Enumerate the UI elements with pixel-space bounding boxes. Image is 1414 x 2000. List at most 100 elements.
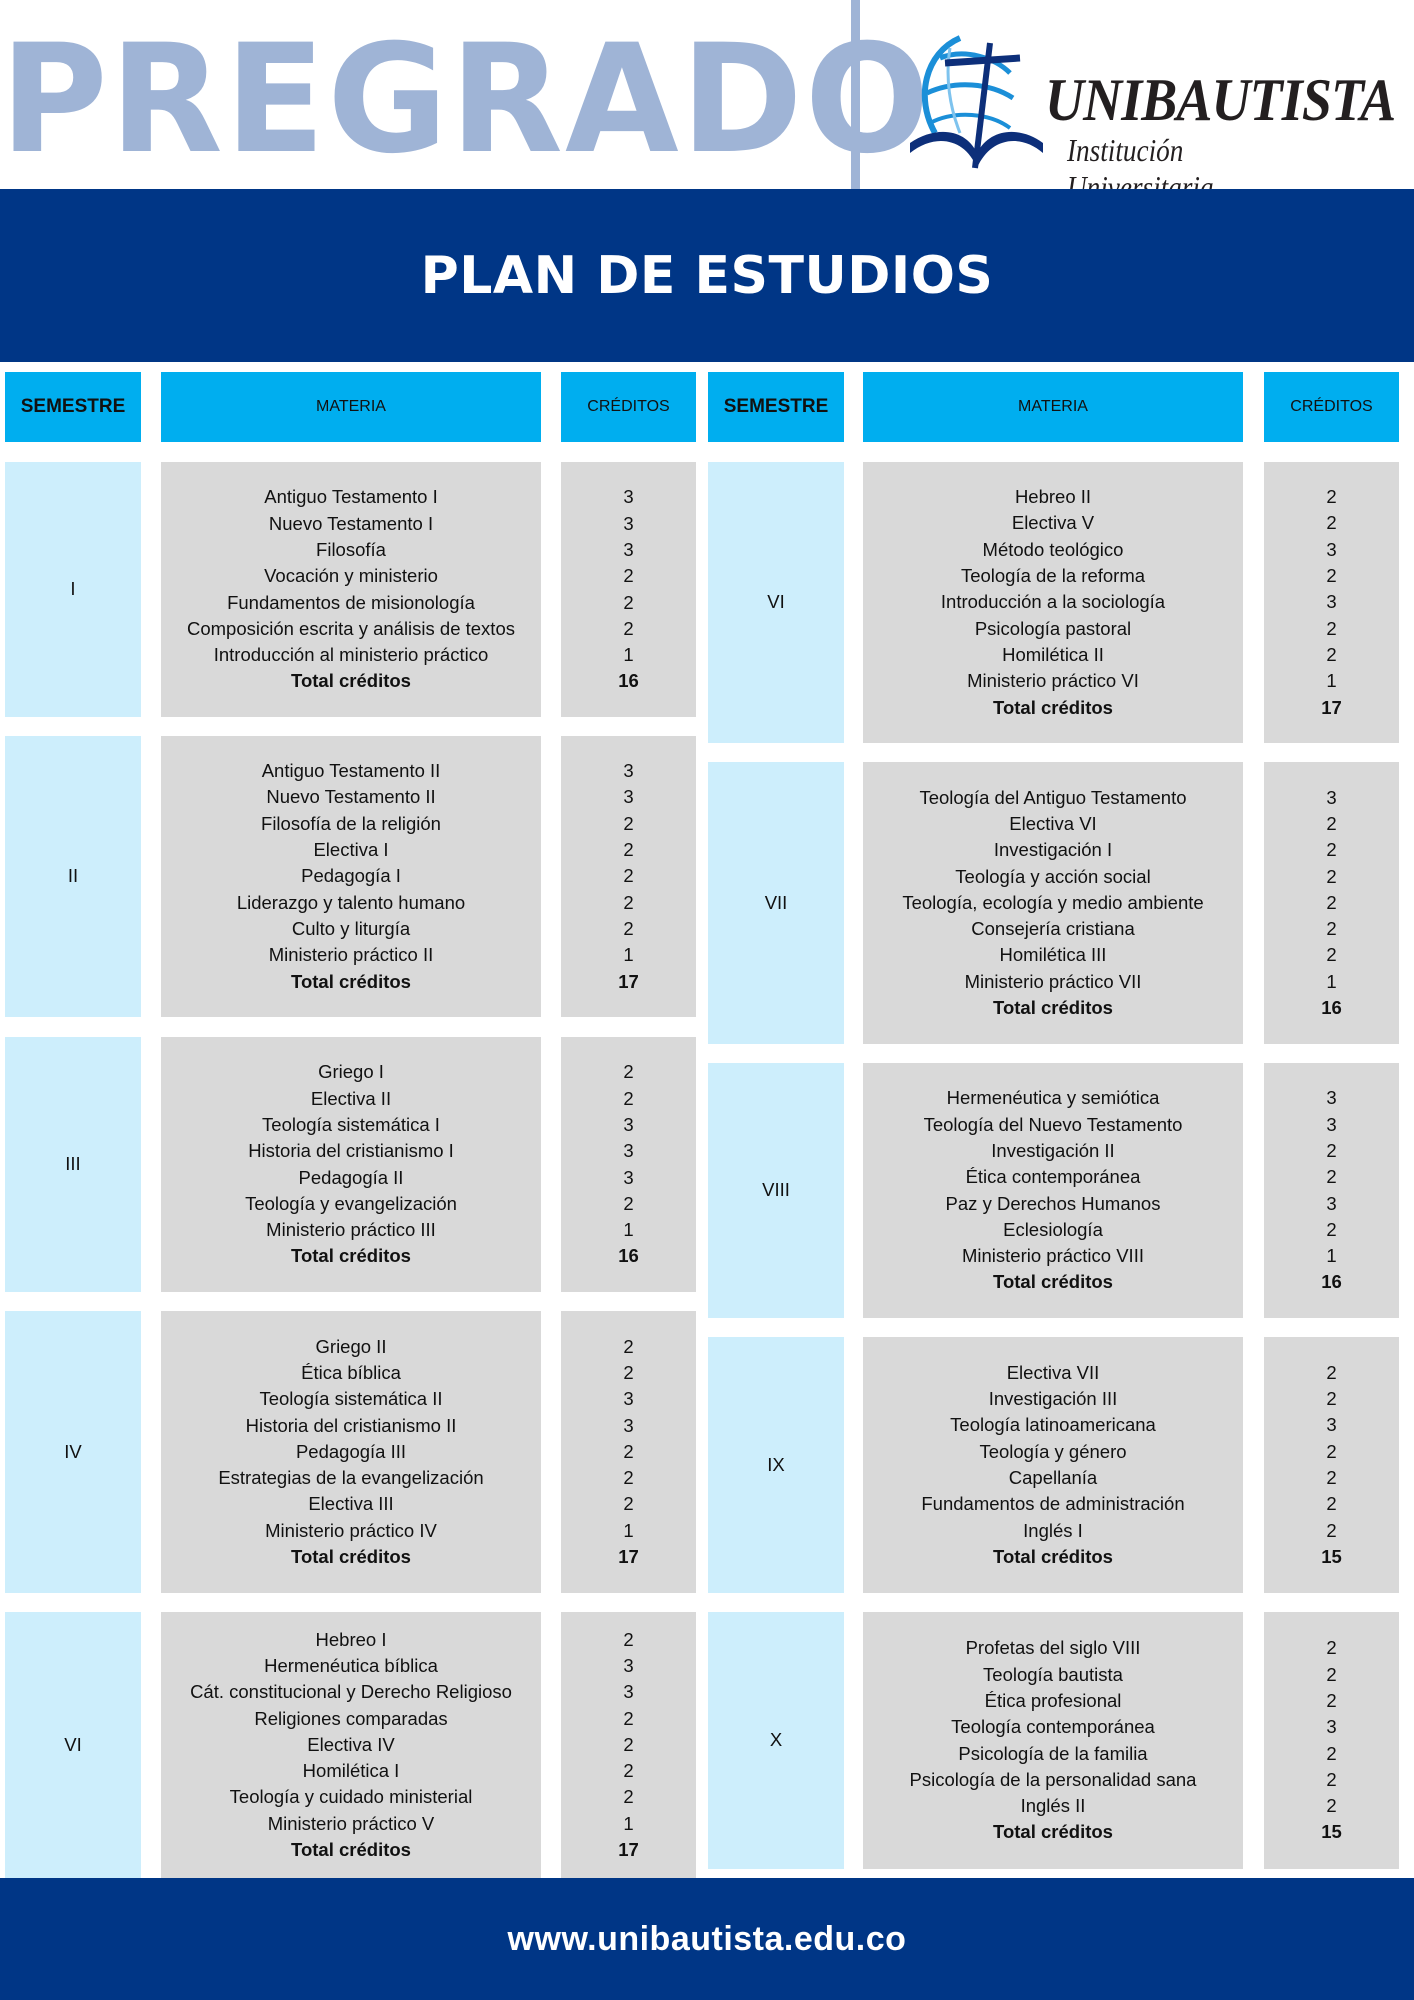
subject-name: Psicología pastoral xyxy=(974,617,1132,639)
subject-credits: 2 xyxy=(623,1192,634,1214)
subject-name: Consejería cristiana xyxy=(971,918,1135,940)
subject-credits: 2 xyxy=(1326,891,1337,913)
subject-credits: 1 xyxy=(623,644,634,666)
subject-credits: 3 xyxy=(623,538,634,560)
credits-cell: 2 2 2 3 2 2 2 15 xyxy=(1264,1612,1399,1869)
subject-name: Introducción a la sociología xyxy=(940,591,1166,613)
semester-cell: VI xyxy=(708,462,844,743)
subject-credits: 2 xyxy=(623,565,634,587)
subject-name: Eclesiología xyxy=(1003,1218,1103,1240)
subject-name: Ministerio práctico VI xyxy=(967,670,1139,692)
subject-credits: 2 xyxy=(623,1493,634,1515)
subject-name: Teología sistemática II xyxy=(259,1388,443,1410)
subject-name: Capellanía xyxy=(1008,1467,1098,1488)
subject-credits: 3 xyxy=(623,1681,634,1703)
column-header-subject: MATERIA xyxy=(161,372,541,442)
subject-credits: 2 xyxy=(1326,944,1337,966)
subject-credits: 2 xyxy=(623,617,634,639)
total-credits: 16 xyxy=(618,670,639,692)
website-link[interactable]: www.unibautista.edu.co xyxy=(507,1919,907,1958)
subject-name: Hebreo II xyxy=(1014,486,1092,508)
subject-name: Ética bíblica xyxy=(301,1361,401,1383)
subject-credits: 2 xyxy=(623,1467,634,1489)
subject-name: Estrategias de la evangelización xyxy=(218,1467,484,1489)
subject-credits: 2 xyxy=(623,1733,634,1755)
total-credits: 15 xyxy=(1321,1821,1342,1843)
subject-name: Historia del cristianismo I xyxy=(248,1140,454,1162)
total-label: Total créditos xyxy=(291,970,411,992)
subject-name: Ministerio práctico VII xyxy=(964,970,1142,992)
subject-credits: 3 xyxy=(1326,1414,1337,1436)
credits-cell: 2 2 3 3 3 2 1 16 xyxy=(561,1037,696,1292)
subject-name: Teología y acción social xyxy=(955,865,1151,887)
subjects-cell: Antiguo Testamento I Nuevo Testamento I Fi… xyxy=(161,462,541,717)
semester-label: IX xyxy=(767,1453,785,1475)
subject-name: Método teológico xyxy=(982,538,1124,560)
subject-name: Paz y Derechos Humanos xyxy=(945,1192,1161,1214)
subject-credits: 2 xyxy=(1326,1637,1337,1659)
column-header-semester: SEMESTRE xyxy=(708,372,844,442)
subject-credits: 2 xyxy=(1326,1361,1337,1383)
subject-name: Teología sistemática I xyxy=(262,1113,440,1135)
subject-name: Investigación III xyxy=(988,1388,1118,1410)
subject-credits: 1 xyxy=(623,1812,634,1834)
subject-credits: 2 xyxy=(623,917,634,939)
subject-credits: 2 xyxy=(1326,565,1337,587)
subject-credits: 2 xyxy=(1326,1388,1337,1410)
subject-name: Hermenéutica bíblica xyxy=(264,1654,438,1676)
subject-credits: 1 xyxy=(623,1519,634,1541)
subject-credits: 1 xyxy=(1326,670,1337,692)
subject-credits: 2 xyxy=(623,812,634,834)
semester-label: VII xyxy=(764,891,788,913)
subject-name: Investigación I xyxy=(993,839,1113,861)
subject-name: Pedagogía III xyxy=(295,1440,407,1462)
program-title: PREGRADO xyxy=(0,13,932,187)
subject-name: Ministerio práctico VIII xyxy=(962,1245,1144,1267)
total-label: Total créditos xyxy=(993,1271,1113,1293)
total-label: Total créditos xyxy=(993,997,1113,1019)
subject-name: Hebreo I xyxy=(315,1628,387,1650)
subject-name: Teología, ecología y medio ambiente xyxy=(902,891,1204,913)
subject-credits: 3 xyxy=(623,1166,634,1188)
semester-label: VIII xyxy=(762,1179,790,1201)
column-header-semester: SEMESTRE xyxy=(5,372,141,442)
subject-credits: 2 xyxy=(623,891,634,913)
credits-cell: 3 3 2 2 2 2 2 1 17 xyxy=(561,736,696,1017)
subject-credits: 2 xyxy=(1326,617,1337,639)
subject-credits: 2 xyxy=(623,1061,634,1083)
semester-cell: I xyxy=(5,462,141,717)
total-label: Total créditos xyxy=(993,1821,1113,1843)
subject-name: Ética profesional xyxy=(984,1689,1122,1711)
total-label: Total créditos xyxy=(993,1545,1113,1567)
subject-name: Filosofía xyxy=(316,538,386,560)
semester-label: III xyxy=(65,1153,81,1175)
subject-name: Pedagogía I xyxy=(301,865,401,887)
subject-credits: 3 xyxy=(1326,1113,1337,1135)
subject-credits: 2 xyxy=(1326,1689,1337,1711)
subject-credits: 2 xyxy=(623,1760,634,1782)
subject-name: Electiva V xyxy=(1011,512,1095,534)
subject-name: Cát. constitucional y Derecho Religioso xyxy=(190,1681,512,1703)
subject-credits: 3 xyxy=(623,512,634,534)
subject-name: Inglés I xyxy=(1023,1519,1083,1541)
subject-name: Teología y género xyxy=(979,1440,1127,1462)
credits-cell: 2 2 3 2 2 2 2 15 xyxy=(1264,1337,1399,1593)
semester-cell: IV xyxy=(5,1311,141,1593)
subject-credits: 3 xyxy=(623,1414,634,1436)
subject-name: Electiva IV xyxy=(307,1733,395,1755)
subject-name: Electiva VII xyxy=(1006,1361,1100,1383)
credits-cell: 3 3 3 2 2 2 1 16 xyxy=(561,462,696,717)
subject-name: Nuevo Testamento I xyxy=(268,512,434,534)
subject-name: Inglés II xyxy=(1020,1795,1086,1817)
subject-credits: 3 xyxy=(1326,1087,1337,1109)
subject-credits: 3 xyxy=(623,1654,634,1676)
subject-credits: 3 xyxy=(1326,786,1337,808)
footer: www.unibautista.edu.co xyxy=(0,1878,1414,2000)
subject-name: Historia del cristianismo II xyxy=(245,1414,457,1436)
subject-name: Nuevo Testamento II xyxy=(266,786,436,808)
total-label: Total créditos xyxy=(291,1546,411,1568)
subject-credits: 3 xyxy=(623,760,634,782)
subject-credits: 3 xyxy=(1326,1716,1337,1738)
subject-credits: 2 xyxy=(1326,512,1337,534)
subjects-cell: Hebreo II Electiva V Método teológico Teolo… xyxy=(863,462,1243,743)
